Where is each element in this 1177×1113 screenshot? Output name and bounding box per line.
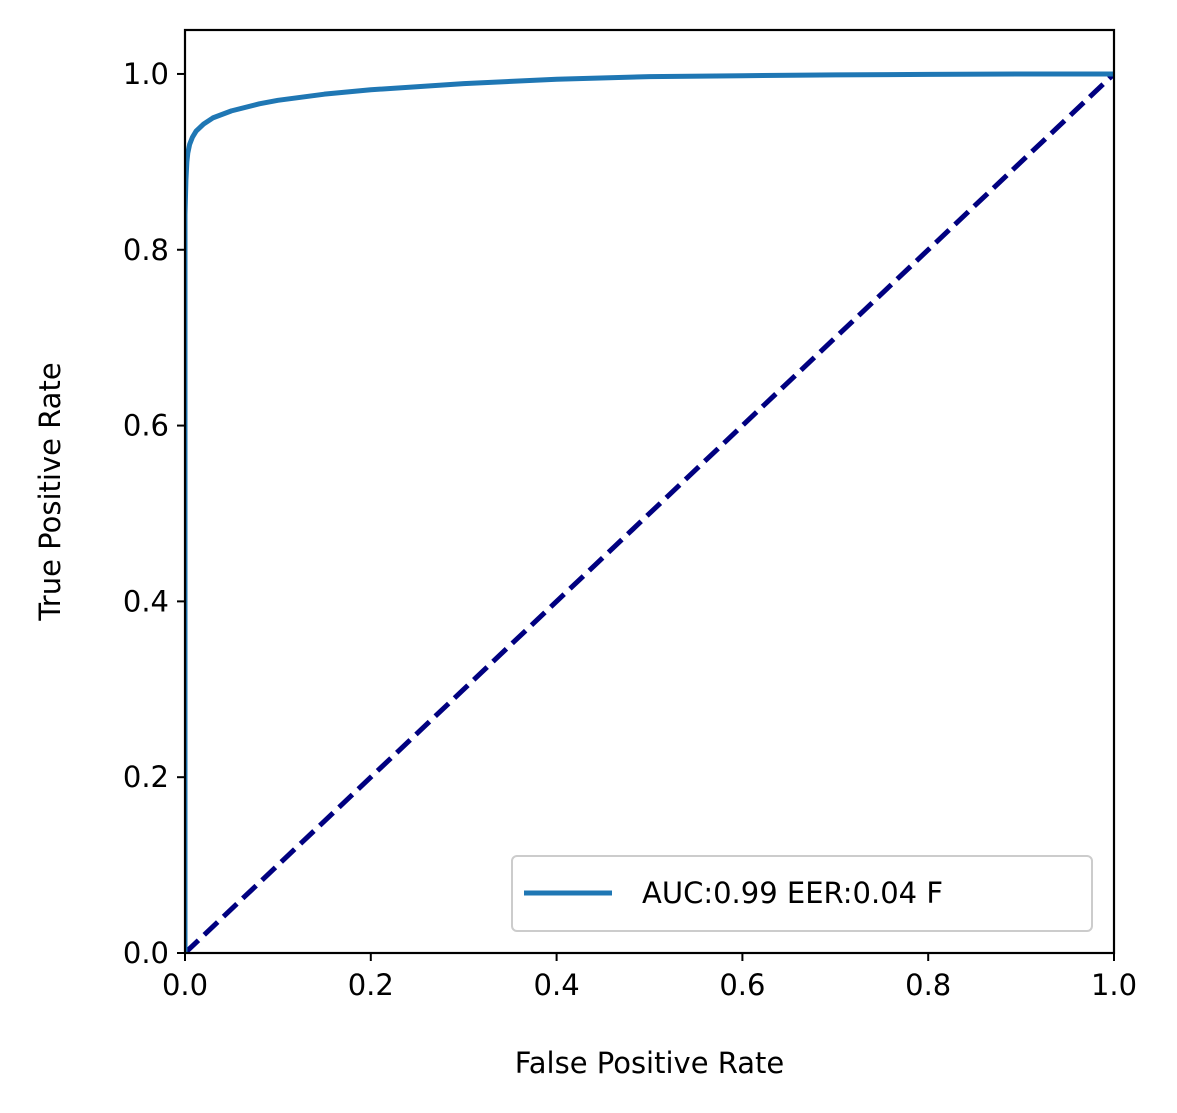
- series-group: [185, 71, 1114, 953]
- plot-frame: [183, 28, 1116, 955]
- plot-area: [185, 71, 1114, 953]
- y-axis-label: True Positive Rate: [33, 362, 67, 621]
- y-tick-label: 0.4: [123, 584, 169, 618]
- chance-diagonal-line: [185, 72, 1114, 953]
- legend-label: AUC:0.99 EER:0.04 F: [642, 876, 943, 910]
- x-tick-label: 0.6: [719, 968, 765, 1002]
- roc-curve-line: [185, 71, 1114, 953]
- legend-box: [511, 855, 1093, 932]
- axes-layer: 0.0 0.2 0.4 0.6 0.8 1.0 0.0 0.2 0.4 0.6 0.8 1.0 Fals…: [33, 28, 1137, 1080]
- y-tick-label: 0.8: [123, 233, 169, 267]
- x-tick-label: 0.2: [348, 968, 394, 1002]
- x-tick-label: 0.0: [162, 968, 208, 1002]
- x-tick-label: 0.4: [534, 968, 580, 1002]
- x-axis-label: False Positive Rate: [515, 1046, 785, 1080]
- y-tick-label: 0.2: [123, 760, 169, 794]
- x-tick-label: 0.8: [905, 968, 951, 1002]
- x-tick-label: 1.0: [1091, 968, 1137, 1002]
- legend: AUC:0.99 EER:0.04 F: [511, 855, 1093, 932]
- y-tick-label: 1.0: [123, 57, 169, 91]
- y-tick-label: 0.6: [123, 409, 169, 443]
- y-tick-label: 0.0: [123, 936, 169, 970]
